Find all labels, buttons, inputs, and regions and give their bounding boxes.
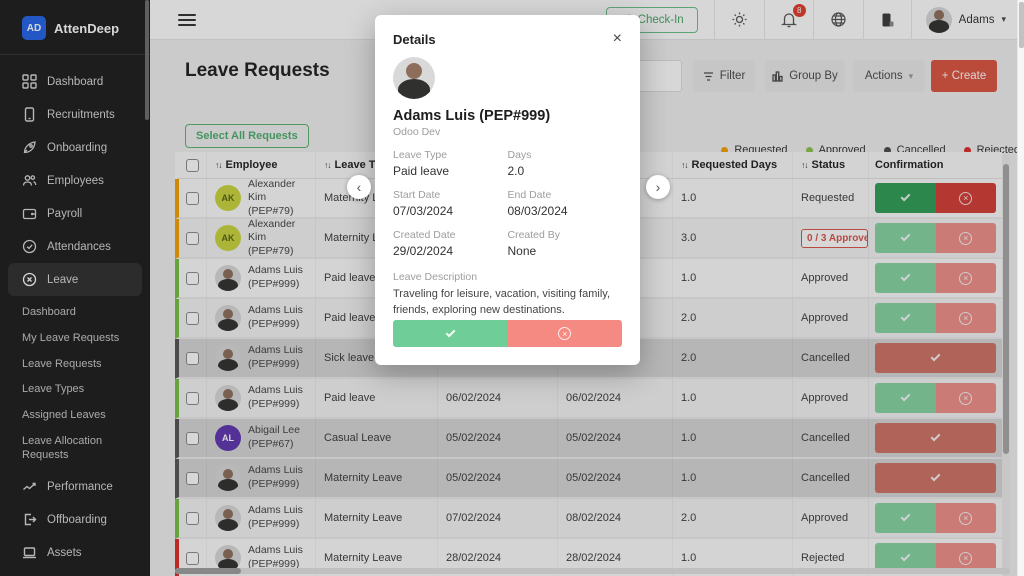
details-modal: Details × Adams Luis (PEP#999) Odoo Dev … bbox=[375, 15, 640, 365]
chevron-right-icon: › bbox=[656, 179, 661, 195]
close-icon[interactable]: × bbox=[613, 31, 622, 47]
field-label: Leave Type bbox=[393, 149, 508, 161]
previous-record-button[interactable]: ‹ bbox=[347, 175, 371, 199]
modal-approve-button[interactable] bbox=[393, 320, 508, 347]
employee-avatar bbox=[393, 57, 435, 99]
end-date-value: 08/03/2024 bbox=[508, 204, 623, 218]
field-label: Days bbox=[508, 149, 623, 161]
modal-title: Details bbox=[393, 32, 436, 47]
created-date-value: 29/02/2024 bbox=[393, 244, 508, 258]
check-icon bbox=[445, 327, 455, 337]
scrollbar-thumb[interactable] bbox=[1019, 2, 1024, 48]
field-label: Created By bbox=[508, 229, 623, 241]
employee-role: Odoo Dev bbox=[393, 126, 622, 138]
app-window: AD AttenDeep Dashboard Recruitments Onbo… bbox=[0, 0, 1024, 576]
days-value: 2.0 bbox=[508, 164, 623, 178]
circle-x-icon bbox=[558, 327, 571, 340]
start-date-value: 07/03/2024 bbox=[393, 204, 508, 218]
field-label: Start Date bbox=[393, 189, 508, 201]
created-by-value: None bbox=[508, 244, 623, 258]
field-label: Created Date bbox=[393, 229, 508, 241]
modal-reject-button[interactable] bbox=[508, 320, 623, 347]
next-record-button[interactable]: › bbox=[646, 175, 670, 199]
description-text: Traveling for leisure, vacation, visitin… bbox=[393, 287, 622, 319]
chevron-left-icon: ‹ bbox=[357, 179, 362, 195]
description-label: Leave Description bbox=[393, 271, 622, 283]
field-label: End Date bbox=[508, 189, 623, 201]
page-scrollbar bbox=[1017, 0, 1024, 576]
employee-name: Adams Luis (PEP#999) bbox=[393, 108, 622, 124]
leave-type-value: Paid leave bbox=[393, 164, 508, 178]
